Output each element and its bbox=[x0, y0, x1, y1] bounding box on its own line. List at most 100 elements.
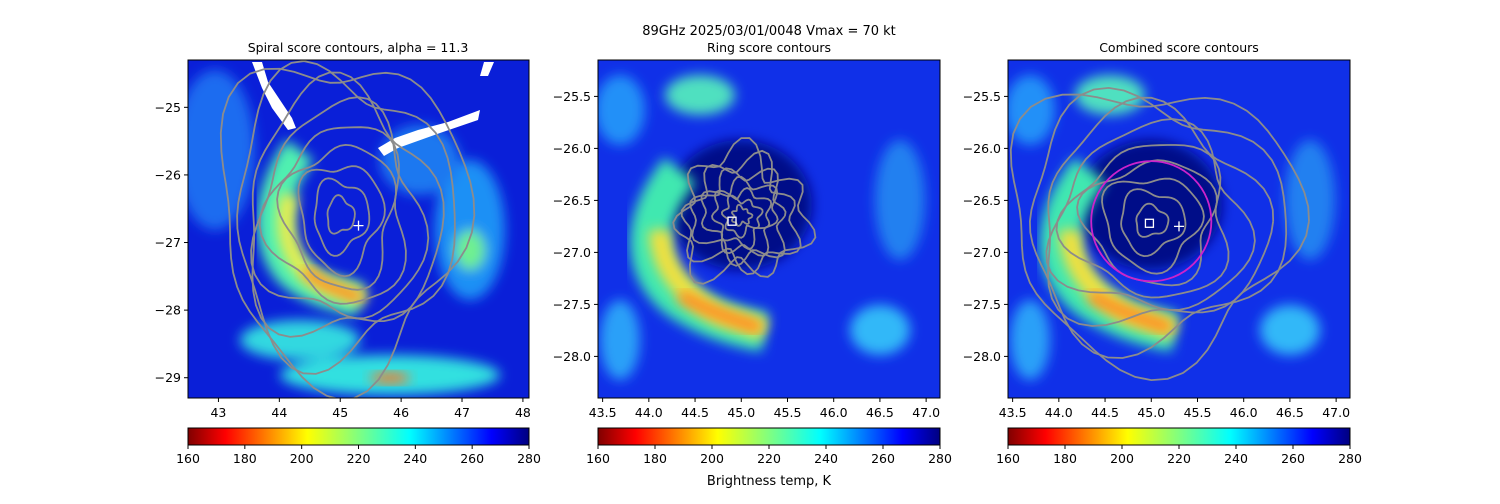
y-tick-label: −26.5 bbox=[553, 193, 591, 208]
spiral-heatmap bbox=[188, 60, 529, 398]
spiral-y-axis: −25 −26 −27 −28 −29 bbox=[155, 100, 188, 385]
ring-x-axis: 43.5 44.0 44.5 45.0 45.5 46.0 46.5 47.0 bbox=[589, 398, 940, 420]
y-tick-label: −25.5 bbox=[963, 89, 1001, 104]
colorbar-tick-label: 280 bbox=[1338, 451, 1362, 466]
y-tick-label: −25.5 bbox=[553, 89, 591, 104]
x-tick-label: 47.0 bbox=[1322, 405, 1350, 420]
y-tick-label: −27.5 bbox=[963, 297, 1001, 312]
spiral-x-axis: 43 44 45 46 47 48 bbox=[210, 398, 531, 420]
ring-axes-frame bbox=[597, 59, 941, 399]
colorbar-tick-label: 260 bbox=[460, 451, 484, 466]
x-tick-label: 46.5 bbox=[866, 405, 894, 420]
figure-suptitle: 89GHz 2025/03/01/0048 Vmax = 70 kt bbox=[642, 24, 896, 39]
colorbar-tick-label: 260 bbox=[1281, 451, 1305, 466]
ring-y-axis: −25.5 −26.0 −26.5 −27.0 −27.5 −28.0 bbox=[553, 89, 598, 364]
spiral-colorbar: 160 180 200 220 240 260 280 bbox=[176, 427, 541, 466]
x-tick-label: 44.0 bbox=[635, 405, 663, 420]
ring-colorbar: 160 180 200 220 240 260 280 bbox=[586, 427, 952, 466]
colorbar-tick-label: 200 bbox=[290, 451, 314, 466]
x-tick-label: 46.0 bbox=[1230, 405, 1258, 420]
x-tick-label: 45.5 bbox=[774, 405, 802, 420]
x-tick-label: 43.5 bbox=[999, 405, 1027, 420]
x-tick-label: 47.0 bbox=[912, 405, 940, 420]
x-tick-label: 44.5 bbox=[681, 405, 709, 420]
colorbar-tick-label: 160 bbox=[176, 451, 200, 466]
colorbar-gradient bbox=[1007, 427, 1351, 446]
colorbar-tick-label: 240 bbox=[814, 451, 838, 466]
ring-panel: Ring score contours 43.5 44.0 44.5 45.0 45.5… bbox=[553, 40, 952, 466]
contour-line bbox=[1047, 96, 1275, 327]
colorbar-tick-label: 180 bbox=[1053, 451, 1077, 466]
x-tick-label: 47 bbox=[454, 405, 470, 420]
y-tick-label: −26 bbox=[155, 167, 181, 182]
contour-line bbox=[250, 96, 430, 320]
contour-line bbox=[720, 194, 764, 239]
colorbar-tick-label: 280 bbox=[517, 451, 541, 466]
ring-contours bbox=[672, 137, 817, 285]
contour-line bbox=[672, 137, 817, 285]
colorbar-tick-label: 220 bbox=[757, 451, 781, 466]
contour-line bbox=[251, 71, 445, 338]
combined-contours bbox=[1009, 86, 1310, 382]
colorbar-tick-label: 240 bbox=[1224, 451, 1248, 466]
x-tick-label: 48 bbox=[515, 405, 531, 420]
contour-line bbox=[1028, 86, 1288, 359]
y-tick-label: −29 bbox=[155, 370, 181, 385]
combined-markers bbox=[1144, 218, 1184, 232]
colorbar-tick-label: 240 bbox=[403, 451, 427, 466]
combined-x-axis: 43.5 44.0 44.5 45.0 45.5 46.0 46.5 47.0 bbox=[999, 398, 1350, 420]
x-tick-label: 46.0 bbox=[820, 405, 848, 420]
colorbar-tick-label: 180 bbox=[233, 451, 257, 466]
contour-line bbox=[1076, 159, 1218, 287]
y-tick-label: −28.0 bbox=[553, 349, 591, 364]
contour-line bbox=[1009, 93, 1310, 382]
combined-ring bbox=[1090, 160, 1213, 283]
x-tick-label: 45.0 bbox=[1137, 405, 1165, 420]
y-tick-label: −28 bbox=[155, 303, 181, 318]
contour-line bbox=[711, 187, 773, 250]
colorbar-tick-label: 180 bbox=[643, 451, 667, 466]
contour-line bbox=[297, 165, 386, 278]
y-tick-label: −26.0 bbox=[963, 141, 1001, 156]
x-tick-label: 44 bbox=[271, 405, 287, 420]
ring-panel-title: Ring score contours bbox=[707, 40, 831, 55]
colorbar-tick-label: 220 bbox=[347, 451, 371, 466]
contour-line bbox=[1101, 177, 1205, 275]
contour-line bbox=[1120, 188, 1187, 258]
x-tick-label: 44.5 bbox=[1091, 405, 1119, 420]
colorbar-tick-label: 260 bbox=[871, 451, 895, 466]
y-tick-label: −28.0 bbox=[963, 349, 1001, 364]
colorbar-gradient bbox=[597, 427, 941, 446]
y-tick-label: −27 bbox=[155, 235, 181, 250]
plus-marker bbox=[1174, 221, 1184, 232]
y-tick-label: −26.0 bbox=[553, 141, 591, 156]
ring-heatmap bbox=[598, 60, 940, 398]
contour-line bbox=[276, 143, 397, 291]
spiral-contours bbox=[219, 60, 476, 398]
y-tick-label: −27.5 bbox=[553, 297, 591, 312]
square-marker bbox=[1144, 218, 1155, 228]
spiral-markers bbox=[353, 220, 364, 231]
colorbar-gradient bbox=[187, 427, 530, 446]
combined-colorbar: 160 180 200 220 240 260 280 bbox=[996, 427, 1362, 466]
colorbar-tick-label: 280 bbox=[928, 451, 952, 466]
x-tick-label: 46 bbox=[393, 405, 409, 420]
colorbar-label: Brightness temp, K bbox=[707, 474, 832, 489]
contour-line bbox=[1045, 118, 1256, 311]
contour-line bbox=[1135, 202, 1170, 238]
x-tick-label: 43.5 bbox=[589, 405, 617, 420]
spiral-axes-frame bbox=[187, 59, 530, 399]
square-marker bbox=[727, 216, 737, 226]
y-tick-label: −26.5 bbox=[963, 193, 1001, 208]
combined-axes-frame bbox=[1007, 59, 1351, 399]
colorbar-tick-label: 220 bbox=[1167, 451, 1191, 466]
contour-line bbox=[313, 177, 371, 257]
colorbar-tick-label: 200 bbox=[700, 451, 724, 466]
contour-line bbox=[219, 67, 476, 398]
contour-line bbox=[326, 194, 356, 235]
x-tick-label: 44.0 bbox=[1045, 405, 1073, 420]
y-tick-label: −27.0 bbox=[963, 245, 1001, 260]
ring-markers bbox=[727, 216, 737, 226]
combined-panel: Combined score contours 43.5 44.0 44.5 45.0… bbox=[963, 40, 1362, 466]
x-tick-label: 45.5 bbox=[1184, 405, 1212, 420]
